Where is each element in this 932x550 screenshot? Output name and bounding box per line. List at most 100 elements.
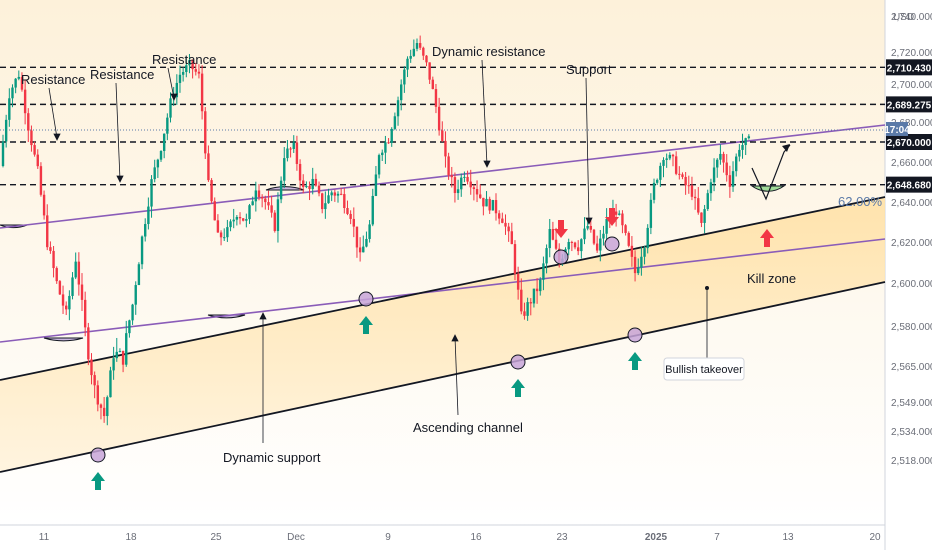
candle-body: [535, 288, 539, 292]
candle-body: [633, 256, 637, 274]
bullish-takeover-callout: Bullish takeover: [663, 357, 745, 381]
candle-body: [36, 154, 39, 167]
candle-body: [545, 248, 548, 264]
candle-body: [80, 284, 84, 300]
candle-body: [140, 236, 144, 265]
candle-body: [431, 79, 435, 90]
candle-body: [191, 60, 194, 70]
candle-body: [637, 267, 640, 274]
time-axis[interactable]: 11 18 25 Dec 9 16 23 2025 7 13 20: [39, 532, 881, 543]
candle-body: [618, 213, 621, 215]
time-tick-label: 18: [125, 532, 137, 543]
candle-body: [229, 221, 232, 228]
time-tick-label: 11: [39, 532, 50, 543]
candle-body: [352, 218, 355, 227]
up-arrow-icon: [628, 352, 642, 370]
price-tick-label: 2,680.000: [891, 118, 932, 129]
candle-body: [102, 407, 106, 417]
time-tick-label: 20: [869, 532, 881, 543]
candle-body: [343, 194, 346, 208]
candle-body: [276, 199, 280, 231]
candlesticks: [1, 35, 751, 426]
candle-body: [526, 302, 529, 316]
touch-points: [90, 236, 643, 463]
candle-body: [311, 178, 314, 189]
candle-body: [393, 116, 397, 129]
candle-body: [125, 333, 128, 365]
candle-body: [216, 220, 220, 233]
candle-body: [83, 299, 87, 328]
candle-body: [270, 205, 273, 213]
label-kill-zone: Kill zone: [747, 271, 796, 286]
candle-body: [55, 268, 58, 282]
candle-body: [513, 244, 517, 274]
candle-body: [586, 225, 589, 229]
candle-body: [260, 196, 264, 199]
up-arrow-icon: [511, 379, 525, 397]
candle-body: [687, 185, 690, 187]
candle-body: [418, 43, 422, 48]
candle-body: [614, 211, 618, 215]
candle-body: [447, 156, 450, 176]
candle-body: [529, 302, 532, 304]
dynamic-support-line: [0, 238, 886, 343]
candle-body: [570, 241, 574, 243]
candle-body: [494, 200, 498, 214]
candle-body: [678, 173, 681, 175]
candle-body: [219, 232, 223, 238]
candle-body: [621, 213, 624, 226]
horizontal-levels: [0, 66, 885, 186]
candle-body: [501, 218, 504, 223]
candle-body: [599, 238, 602, 251]
time-tick-label: 7: [714, 532, 720, 543]
candle-body: [406, 58, 409, 70]
candle-body: [700, 212, 703, 223]
candle-body: [693, 196, 697, 199]
down-arrow-icon: [605, 208, 619, 226]
candle-body: [8, 98, 11, 120]
candle-body: [422, 47, 425, 56]
candle-body: [655, 179, 659, 183]
candle-body: [716, 159, 719, 168]
candle-body: [213, 201, 216, 221]
candle-body: [283, 158, 286, 181]
label-ascending-channel: Ascending channel: [413, 420, 523, 435]
candle-body: [39, 166, 43, 195]
candle-body: [516, 273, 520, 290]
candle-body: [640, 256, 643, 268]
candle-body: [207, 153, 210, 181]
kill-zone-shape: [750, 185, 786, 192]
current-time-tag: [886, 122, 908, 136]
price-axis[interactable]: 2,740.000 2,720.000 2,700.000 2,680.000 2,66…: [891, 12, 932, 467]
candle-body: [254, 190, 258, 202]
current-time-tag-label: 17:04: [884, 125, 910, 136]
level-price-tag-label: 2,670.000: [887, 138, 932, 149]
candle-body: [681, 174, 684, 177]
candle-body: [665, 158, 668, 160]
time-axis-background: [0, 525, 885, 550]
candle-body: [368, 224, 371, 239]
sell-arrows: [554, 208, 619, 238]
candle-body: [425, 55, 428, 63]
candle-body: [428, 62, 431, 80]
candle-body: [485, 198, 488, 207]
candle-body: [147, 206, 150, 225]
candle-body: [121, 350, 125, 365]
candle-body: [709, 182, 713, 194]
candle-body: [409, 55, 412, 59]
candle-body: [308, 186, 311, 189]
candle-body: [52, 250, 55, 269]
candle-body: [374, 174, 378, 196]
candle-body: [728, 175, 732, 187]
price-tick-label: 2,518.000: [891, 456, 932, 467]
price-tick-label: 2,580.000: [891, 322, 932, 333]
candle-body: [317, 185, 321, 194]
candle-body: [200, 73, 204, 112]
candle-body: [20, 76, 24, 90]
candle-body: [238, 216, 242, 219]
candle-body: [137, 264, 141, 286]
candle-body: [659, 165, 662, 180]
candle-body: [295, 142, 299, 164]
up-arrow-icon: [91, 472, 105, 490]
